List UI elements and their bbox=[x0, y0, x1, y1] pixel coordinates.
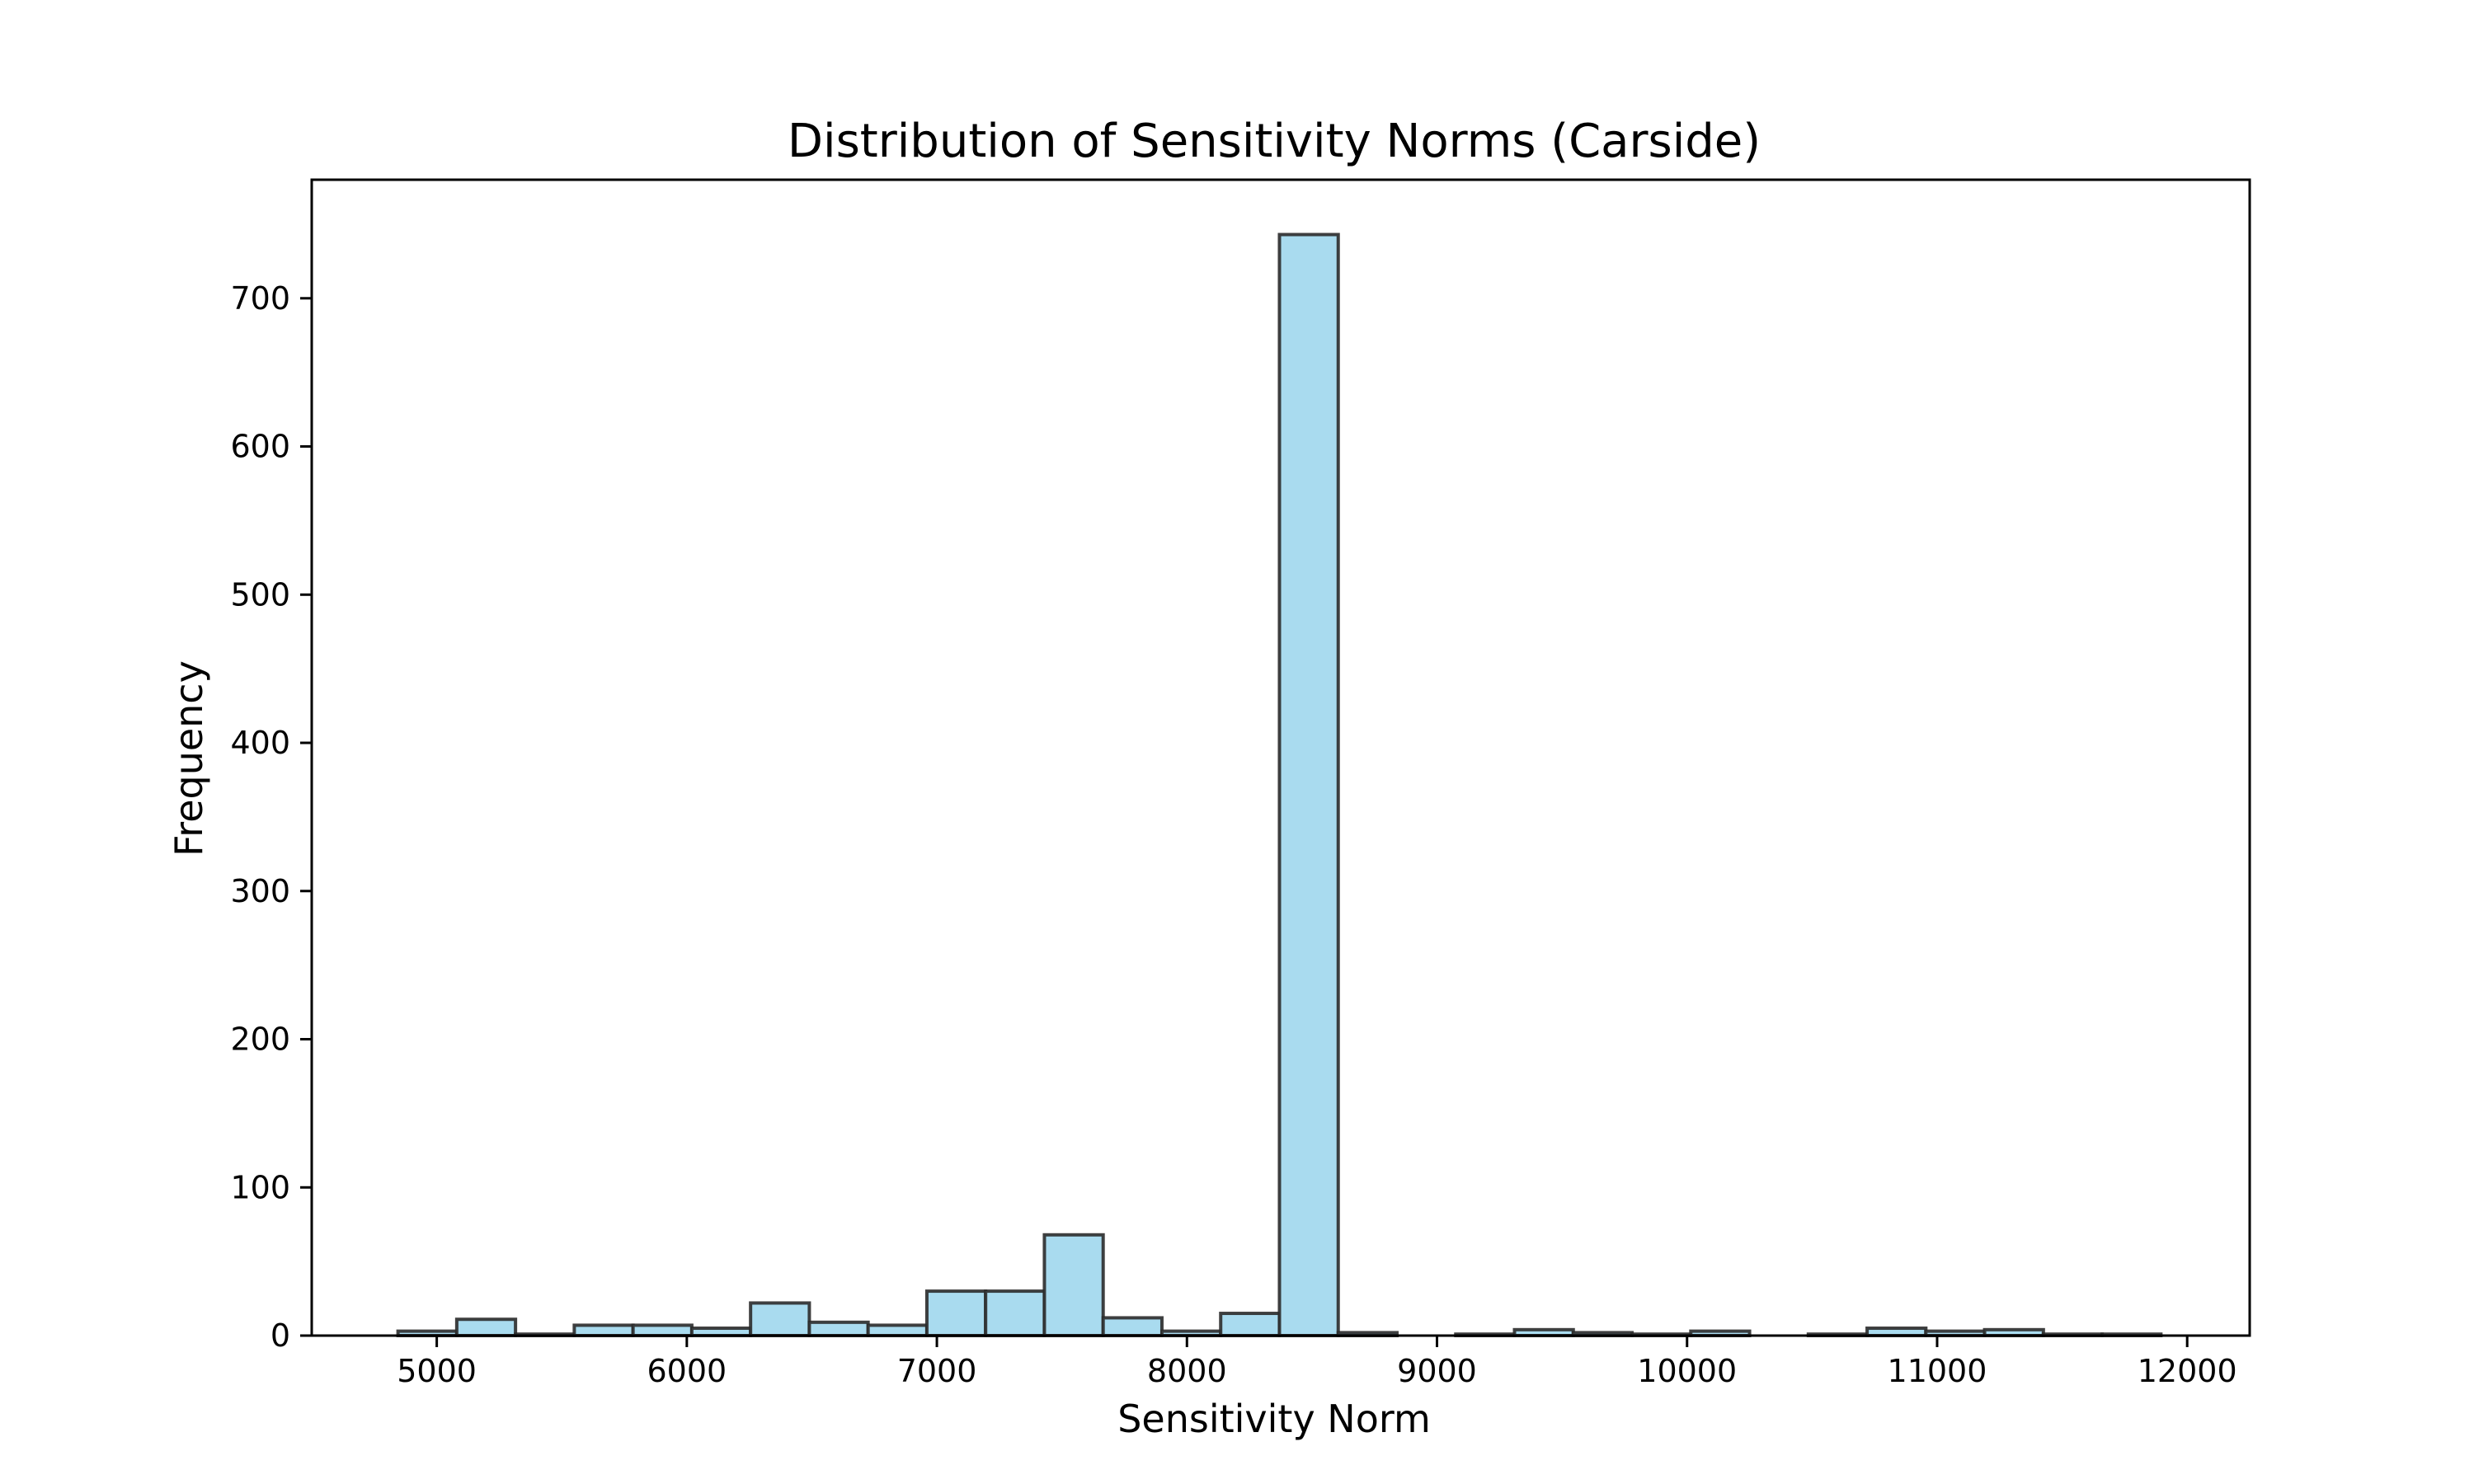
y-tick-label-2: 200 bbox=[230, 1021, 290, 1058]
x-tick-label-3: 8000 bbox=[1147, 1353, 1227, 1389]
y-tick-label-3: 300 bbox=[230, 873, 290, 909]
histogram-bar-12 bbox=[1101, 1316, 1164, 1338]
x-tick-label-7: 12000 bbox=[2138, 1353, 2237, 1389]
bars-group bbox=[396, 232, 2163, 1338]
histogram-bar-3 bbox=[572, 1323, 635, 1338]
histogram-bar-15 bbox=[1277, 232, 1340, 1337]
histogram-bar-10 bbox=[984, 1289, 1047, 1337]
histogram-bar-6 bbox=[749, 1301, 811, 1338]
x-tick-label-2: 7000 bbox=[897, 1353, 977, 1389]
histogram-bar-14 bbox=[1219, 1312, 1282, 1337]
y-axis-label: Frequency bbox=[167, 660, 211, 857]
x-tick-label-0: 5000 bbox=[397, 1353, 477, 1389]
histogram-bar-11 bbox=[1042, 1233, 1105, 1338]
x-axis-ticks: 5000 6000 7000 8000 9000 10000 11000 12000 bbox=[397, 1336, 2237, 1389]
plot-area-frame bbox=[310, 178, 2251, 1337]
y-tick-label-5: 500 bbox=[230, 576, 290, 613]
y-tick-label-0: 0 bbox=[270, 1317, 290, 1354]
y-tick-label-4: 400 bbox=[230, 725, 290, 761]
x-tick-label-6: 11000 bbox=[1888, 1353, 1987, 1389]
histogram-bar-9 bbox=[924, 1289, 988, 1337]
histogram-bar-8 bbox=[866, 1323, 929, 1338]
y-tick-label-1: 100 bbox=[230, 1169, 290, 1205]
histogram-bar-7 bbox=[807, 1320, 870, 1338]
y-tick-label-6: 600 bbox=[230, 429, 290, 465]
x-tick-label-5: 10000 bbox=[1637, 1353, 1737, 1389]
y-axis-ticks: 0 100 200 300 400 500 600 700 bbox=[230, 280, 312, 1354]
histogram-bar-4 bbox=[631, 1323, 694, 1338]
x-tick-label-1: 6000 bbox=[647, 1353, 727, 1389]
x-axis-label: Sensitivity Norm bbox=[1117, 1397, 1431, 1441]
y-tick-label-7: 700 bbox=[230, 280, 290, 317]
x-tick-label-4: 9000 bbox=[1397, 1353, 1477, 1389]
chart-title: Distribution of Sensitivity Norms (Carsi… bbox=[788, 115, 1761, 168]
histogram-bar-1 bbox=[454, 1317, 518, 1337]
